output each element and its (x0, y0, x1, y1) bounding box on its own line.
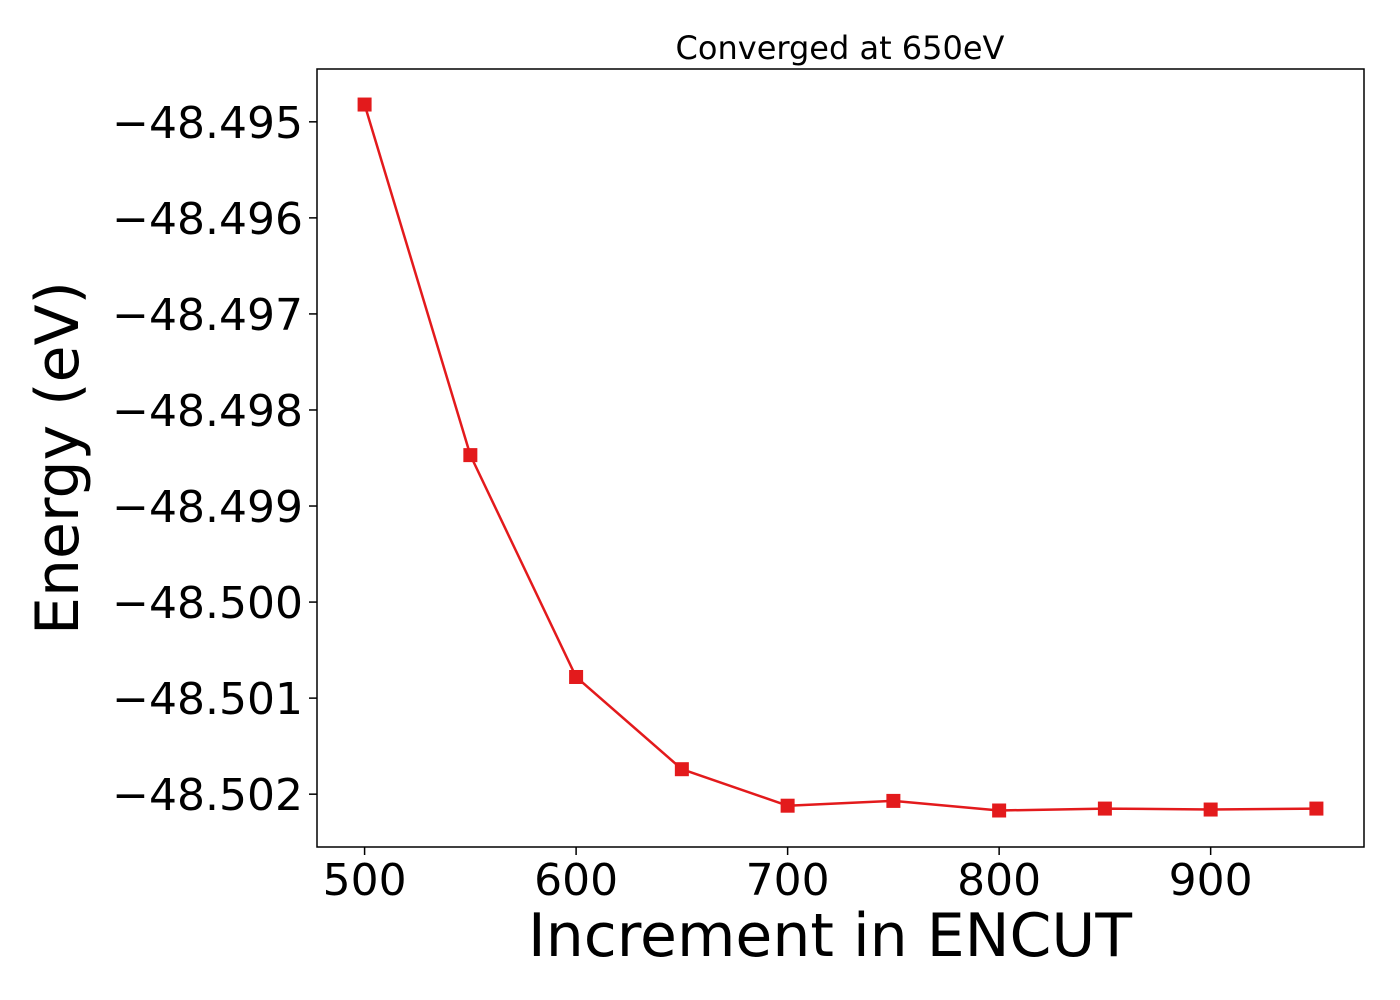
x-tick-label: 900 (1169, 855, 1253, 906)
data-series (357, 97, 1324, 818)
y-axis-ticks: −48.495 −48.496 −48.497 −48.498 −48.499 −48.5… (112, 98, 317, 821)
y-tick-label: −48.495 (112, 98, 303, 149)
data-point-marker (780, 798, 795, 813)
x-axis-title: Increment in ENCUT (528, 901, 1132, 971)
data-point-marker (357, 97, 372, 112)
y-tick-label: −48.497 (112, 290, 303, 341)
x-tick-label: 600 (534, 855, 618, 906)
y-tick-label: −48.502 (112, 770, 303, 821)
data-point-marker (1097, 801, 1112, 816)
data-point-marker (674, 762, 689, 777)
x-tick-label: 800 (957, 855, 1041, 906)
data-point-marker (1309, 801, 1324, 816)
data-point-marker (463, 448, 478, 463)
y-tick-label: −48.500 (112, 578, 303, 629)
data-point-marker (569, 669, 584, 684)
y-tick-label: −48.499 (112, 482, 303, 533)
y-tick-label: −48.496 (112, 194, 303, 245)
x-tick-label: 500 (323, 855, 407, 906)
data-point-marker (1203, 802, 1218, 817)
y-tick-label: −48.498 (112, 386, 303, 437)
x-axis-ticks: 500 600 700 800 900 (323, 847, 1253, 906)
data-point-marker (886, 793, 901, 808)
data-point-marker (992, 803, 1007, 818)
series-line (363, 104, 1317, 812)
y-tick-label: −48.501 (112, 674, 303, 725)
plot-frame (316, 68, 1365, 848)
x-tick-label: 700 (746, 855, 830, 906)
chart-title: Converged at 650eV (676, 29, 1005, 67)
y-axis-title: Energy (eV) (23, 281, 93, 635)
